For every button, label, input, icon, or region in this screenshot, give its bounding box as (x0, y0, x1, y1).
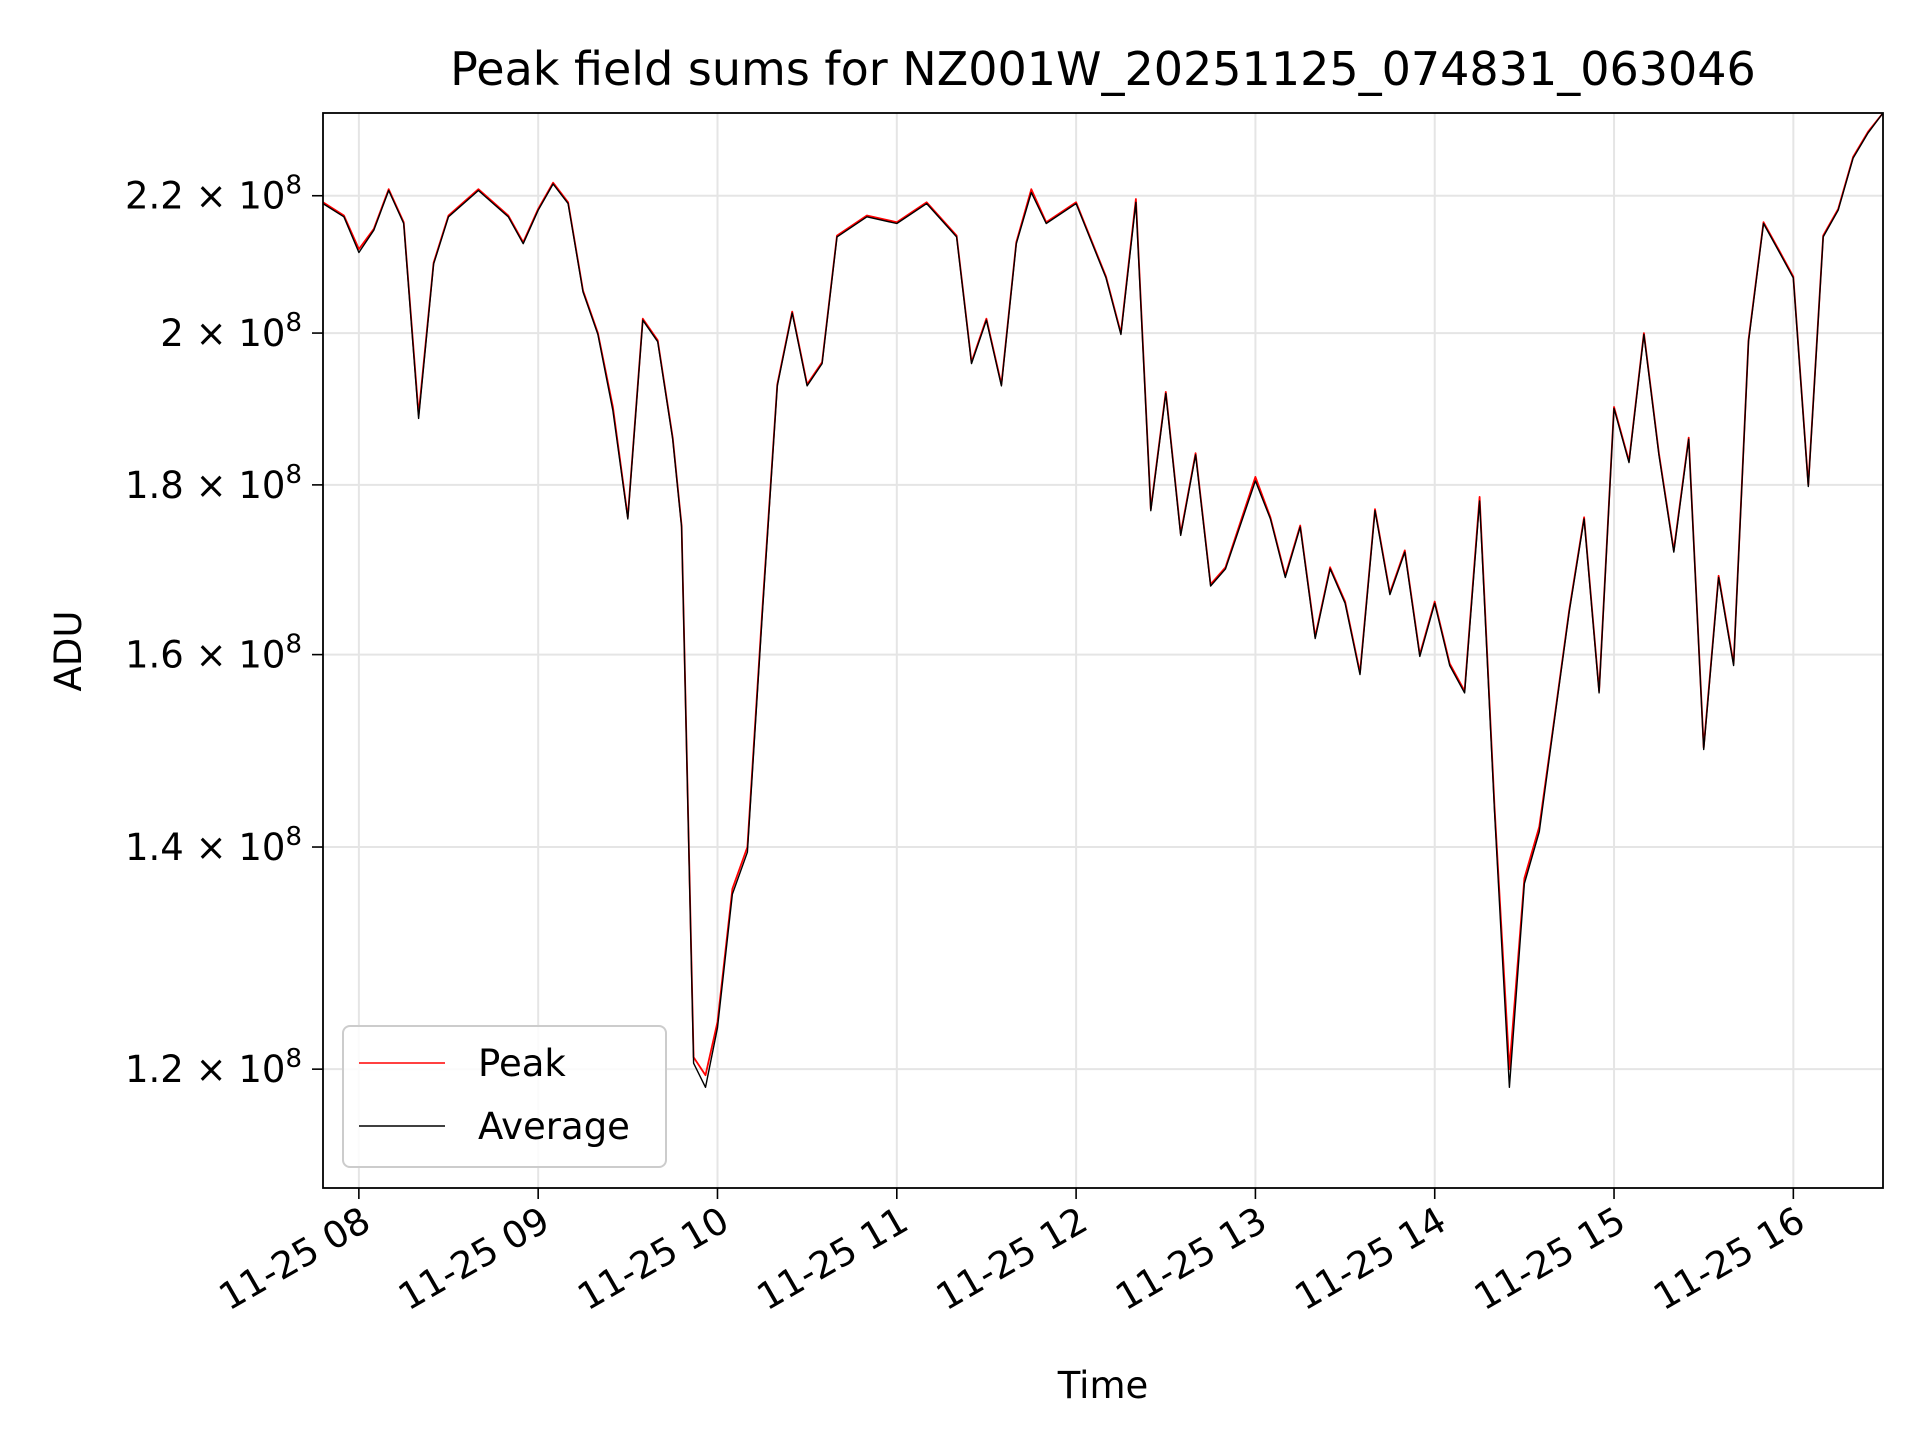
y-axis: 1.2 × 108 1.4 × 108 1.6 × 108 1.8 × 108 2 × … (125, 171, 323, 1091)
y-tick-label: 1.2 × 108 (125, 1044, 302, 1091)
y-tick-label: 2 × 108 (160, 308, 302, 355)
series-line-peak (322, 112, 1884, 1077)
series-lines (322, 112, 1884, 1088)
x-tick-label: 11-25 16 (1646, 1199, 1812, 1319)
x-tick-label: 11-25 14 (1288, 1199, 1454, 1319)
x-tick-label: 11-25 10 (570, 1199, 736, 1319)
legend-label-average: Average (478, 1105, 630, 1148)
x-tick-label: 11-25 11 (750, 1199, 916, 1319)
chart-title: Peak field sums for NZ001W_20251125_0748… (450, 42, 1756, 96)
y-tick-label: 2.2 × 108 (125, 171, 302, 218)
x-tick-label: 11-25 12 (929, 1199, 1095, 1319)
x-axis-label: Time (1057, 1364, 1149, 1407)
legend-label-peak: Peak (478, 1042, 566, 1085)
y-tick-label: 1.4 × 108 (125, 822, 302, 869)
x-tick-label: 11-25 08 (212, 1199, 378, 1319)
grid (323, 113, 1883, 1188)
x-tick-label: 11-25 13 (1108, 1199, 1274, 1319)
y-tick-label: 1.6 × 108 (125, 630, 302, 677)
legend-box (342, 1025, 667, 1168)
y-tick-label: 1.8 × 108 (125, 460, 302, 507)
y-axis-label: ADU (47, 611, 90, 692)
x-tick-label: 11-25 15 (1467, 1199, 1633, 1319)
legend: Peak Average (342, 1025, 667, 1168)
series-line-average (322, 112, 1884, 1088)
x-axis: 11-25 08 11-25 09 11-25 10 11-25 11 11-25 12… (212, 1188, 1812, 1319)
plot-frame (322, 112, 1884, 1189)
x-tick-label: 11-25 09 (391, 1199, 557, 1319)
